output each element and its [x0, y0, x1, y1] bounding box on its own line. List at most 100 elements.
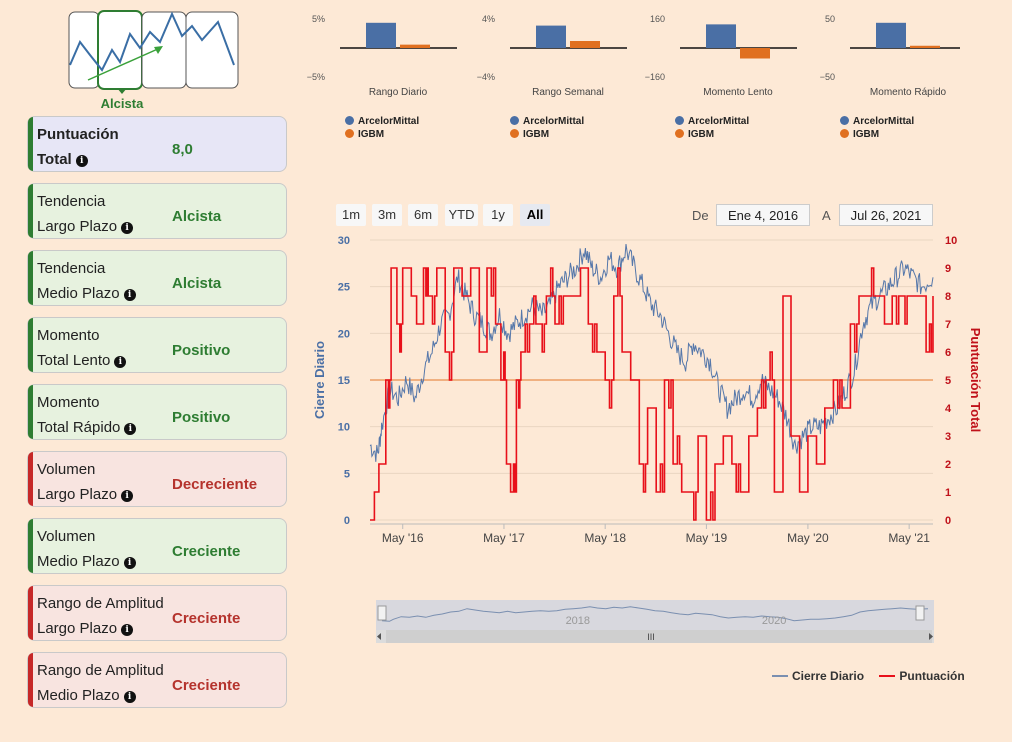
trend-badge-label: Alcista — [100, 96, 144, 111]
mini-bar[interactable] — [536, 25, 566, 48]
card-title-line2: Largo Plazo i — [37, 486, 134, 503]
legend-stock[interactable]: Cierre Diario — [772, 669, 864, 683]
info-icon[interactable]: i — [121, 222, 134, 234]
mini-bar[interactable] — [400, 44, 430, 48]
mini-legend-item[interactable]: ArcelorMittal — [840, 116, 914, 127]
card-title-line1: Rango de Amplitud — [37, 662, 164, 679]
info-icon[interactable]: i — [121, 624, 134, 636]
mini-chart: 5% −5% Rango Diario — [307, 14, 457, 98]
card-accent — [28, 318, 33, 372]
trend-thumbnail — [68, 10, 240, 92]
x-tick-label: May '21 — [888, 531, 930, 545]
info-icon[interactable]: i — [75, 155, 88, 167]
mini-ytick-bottom: −160 — [645, 72, 665, 82]
legend-dot — [345, 116, 354, 125]
range-button[interactable]: 3m — [372, 204, 402, 226]
mini-bar[interactable] — [570, 41, 600, 48]
mini-bar[interactable] — [910, 45, 940, 48]
y2-tick-label: 8 — [945, 291, 951, 303]
mini-legend-label: IGBM — [853, 129, 880, 140]
mini-chart-title: Momento Lento — [703, 87, 773, 98]
range-button[interactable]: 6m — [408, 204, 438, 226]
card-title-line1: Puntuación — [37, 126, 119, 143]
mini-legend-item[interactable]: ArcelorMittal — [345, 116, 419, 127]
card-accent — [28, 251, 33, 305]
to-date-input[interactable]: Jul 26, 2021 — [839, 204, 933, 226]
y2-tick-label: 4 — [945, 403, 952, 415]
mini-ytick-top: 5% — [312, 14, 325, 24]
card-value: Positivo — [172, 342, 231, 359]
range-button[interactable]: YTD — [445, 204, 478, 226]
card-title-line2-text: Medio Plazo — [37, 285, 120, 302]
navigator-handle-right[interactable] — [915, 605, 925, 621]
card-title-line2-text: Largo Plazo — [37, 620, 118, 637]
trend-thumbnail-svg — [68, 10, 239, 90]
card-title-line1: Volumen — [37, 461, 96, 478]
card-title-line2: Total Lento i — [37, 352, 127, 369]
range-button[interactable]: 1y — [483, 204, 513, 226]
x-tick-label: May '16 — [382, 531, 424, 545]
indicator-card: Tendencia Largo Plazo i Alcista — [27, 183, 287, 239]
card-accent — [28, 184, 33, 238]
info-icon[interactable]: i — [123, 557, 136, 569]
mini-bar[interactable] — [876, 22, 906, 48]
main-chart: 0 5 10 15 20 25 30 0 1 2 3 4 5 6 7 8 9 10 May '16 May '17 Ma… — [312, 235, 983, 545]
mini-chart-title: Momento Rápido — [870, 87, 947, 98]
mini-legend-label: ArcelorMittal — [523, 116, 585, 127]
card-title-line2-text: Total Lento — [37, 352, 111, 369]
legend-score-swatch — [879, 675, 896, 677]
card-value: Alcista — [172, 275, 222, 292]
mini-chart-title: Rango Diario — [369, 87, 428, 98]
mini-legend-item[interactable]: IGBM — [345, 129, 419, 140]
mini-legend-label: ArcelorMittal — [358, 116, 420, 127]
info-icon[interactable]: i — [114, 356, 127, 368]
navigator-window[interactable] — [376, 600, 934, 630]
indicator-card: Momento Total Lento i Positivo — [27, 317, 287, 373]
thumb-arrow — [87, 47, 161, 81]
mini-legend-item[interactable]: ArcelorMittal — [675, 116, 749, 127]
navigator-scrollbar-thumb[interactable] — [386, 630, 932, 643]
series-line-stock[interactable] — [369, 244, 934, 462]
y2-tick-label: 6 — [945, 347, 951, 359]
info-icon[interactable]: i — [123, 289, 136, 301]
range-button[interactable]: 1m — [336, 204, 366, 226]
card-value: Creciente — [172, 610, 241, 627]
scroll-left-icon[interactable] — [377, 633, 381, 640]
info-icon[interactable]: i — [124, 423, 137, 435]
mini-ytick-bottom: −4% — [477, 72, 495, 82]
series-line-score[interactable] — [370, 267, 934, 521]
y-tick-label: 5 — [344, 468, 350, 480]
y-tick-label: 30 — [338, 235, 350, 247]
legend-score[interactable]: Puntuación — [879, 669, 965, 683]
legend-dot — [840, 116, 849, 125]
navigator-label: 2020 — [762, 615, 786, 627]
indicator-card: Rango de Amplitud Medio Plazo i Creciente — [27, 652, 287, 708]
indicator-card: Volumen Medio Plazo i Creciente — [27, 518, 287, 574]
y2-tick-label: 10 — [945, 235, 957, 247]
mini-legend-item[interactable]: IGBM — [840, 129, 914, 140]
info-icon[interactable]: i — [123, 691, 136, 703]
card-accent — [28, 452, 33, 506]
legend-dot — [510, 116, 519, 125]
y2-tick-label: 3 — [945, 431, 951, 443]
mini-bar[interactable] — [740, 48, 770, 59]
y2-tick-label: 7 — [945, 319, 951, 331]
range-button[interactable]: All — [520, 204, 550, 226]
mini-ytick-top: 50 — [825, 14, 835, 24]
x-tick-label: May '17 — [483, 531, 525, 545]
mini-legend-item[interactable]: ArcelorMittal — [510, 116, 584, 127]
y2-tick-label: 2 — [945, 459, 951, 471]
mini-bar[interactable] — [366, 22, 396, 48]
info-icon[interactable]: i — [121, 490, 134, 502]
navigator-handle-left[interactable] — [377, 605, 387, 621]
scroll-right-icon[interactable] — [929, 633, 933, 640]
mini-legend-item[interactable]: IGBM — [510, 129, 584, 140]
mini-legend-label: IGBM — [523, 129, 550, 140]
from-date-input[interactable]: Ene 4, 2016 — [716, 204, 810, 226]
card-value: Creciente — [172, 543, 241, 560]
navigator[interactable]: 2018 2020 III — [368, 596, 938, 646]
mini-legend-item[interactable]: IGBM — [675, 129, 749, 140]
mini-legend: ArcelorMittal IGBM — [510, 116, 584, 140]
mini-bar[interactable] — [706, 24, 736, 48]
to-label: A — [822, 208, 831, 223]
